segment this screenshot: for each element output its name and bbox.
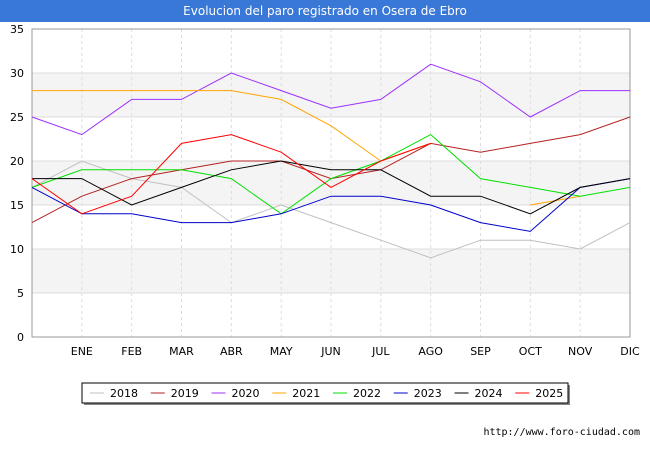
y-axis: 0 5 10 15 20 25 30 35 — [10, 23, 24, 344]
chart-frame: 0 5 10 15 20 25 30 35 ENE FEB MAR ABR MAY JUN JUL AGO S… — [0, 22, 650, 450]
x-tick-label: JUL — [371, 345, 390, 358]
legend-label: 2025 — [535, 387, 563, 400]
x-tick-label: NOV — [568, 345, 593, 358]
series-line-2021 — [32, 90, 431, 162]
legend-label: 2021 — [292, 387, 320, 400]
legend-box — [81, 382, 569, 404]
legend-label: 2018 — [110, 387, 138, 400]
x-tick-label: AGO — [418, 345, 443, 358]
x-tick-label: SEP — [470, 345, 491, 358]
y-tick-label: 15 — [10, 199, 24, 212]
legend-label: 2024 — [475, 387, 503, 400]
legend-label: 2019 — [171, 387, 199, 400]
series-line-2025 — [31, 134, 431, 215]
x-tick-label: ENE — [71, 345, 93, 358]
series-line-2020 — [31, 63, 630, 136]
y-tick-label: 0 — [17, 331, 24, 344]
source-credit: http://www.foro-ciudad.com — [483, 427, 640, 438]
y-tick-label: 30 — [10, 67, 24, 80]
y-tick-label: 35 — [10, 23, 24, 36]
series-line-2022 — [31, 133, 631, 215]
y-tick-label: 20 — [10, 155, 24, 168]
series-line-2024 — [32, 160, 631, 215]
x-tick-label: MAR — [169, 345, 194, 358]
legend: 2018 2019 2020 2021 2022 2023 2024 2025 — [81, 382, 570, 405]
legend-label: 2023 — [414, 387, 442, 400]
y-tick-label: 25 — [10, 111, 24, 124]
x-tick-label: JUN — [320, 345, 341, 358]
x-tick-label: FEB — [121, 345, 142, 358]
x-tick-label: OCT — [519, 345, 542, 358]
x-tick-label: MAY — [270, 345, 293, 358]
y-tick-label: 5 — [17, 287, 24, 300]
chart-title: Evolucion del paro registrado en Osera d… — [0, 0, 650, 22]
legend-label: 2022 — [353, 387, 381, 400]
plot-border — [31, 28, 631, 338]
x-tick-label: DIC — [620, 345, 640, 358]
legend-label: 2020 — [232, 387, 260, 400]
x-tick-label: ABR — [220, 345, 243, 358]
x-axis: ENE FEB MAR ABR MAY JUN JUL AGO SEP OCT NOV DIC — [71, 345, 640, 358]
series-lines — [31, 63, 631, 259]
y-tick-label: 10 — [10, 243, 24, 256]
series-line-2023 — [31, 178, 631, 232]
